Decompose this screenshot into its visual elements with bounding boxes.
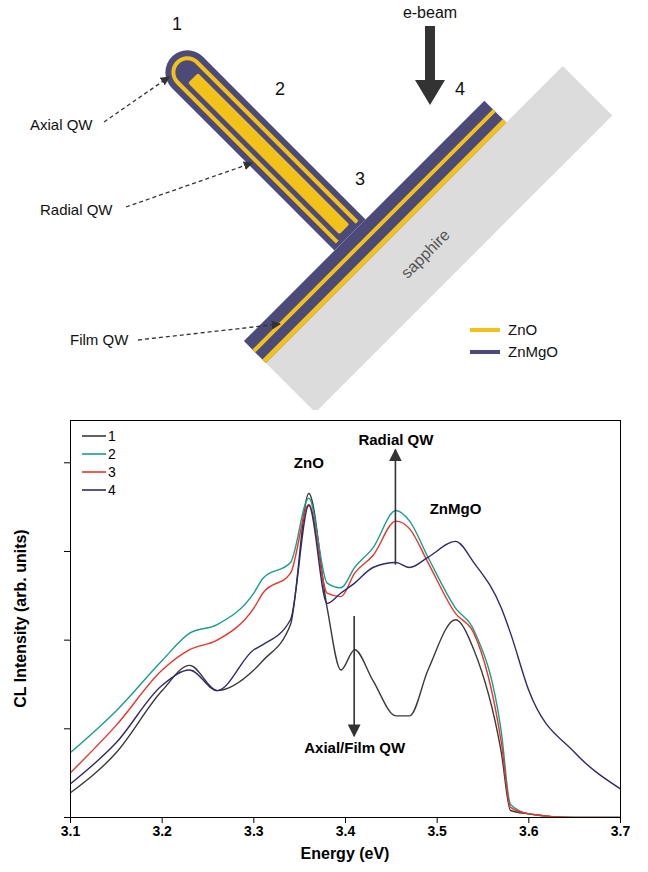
svg-text:Radial QW: Radial QW: [358, 431, 434, 448]
svg-text:2: 2: [275, 79, 285, 99]
svg-text:1: 1: [172, 14, 182, 34]
svg-text:3.2: 3.2: [152, 823, 172, 839]
svg-text:4: 4: [108, 482, 116, 498]
svg-text:3: 3: [108, 464, 116, 480]
svg-text:3.3: 3.3: [244, 823, 264, 839]
svg-text:2: 2: [108, 446, 116, 462]
svg-text:ZnMgO: ZnMgO: [430, 500, 482, 517]
svg-text:Axial QW: Axial QW: [30, 116, 93, 133]
svg-text:ZnMgO: ZnMgO: [508, 343, 558, 360]
svg-text:Radial QW: Radial QW: [40, 201, 113, 218]
svg-text:3.7: 3.7: [611, 823, 631, 839]
svg-text:Energy (eV): Energy (eV): [301, 845, 390, 862]
svg-text:3.6: 3.6: [519, 823, 539, 839]
svg-text:sapphire: sapphire: [398, 226, 453, 281]
svg-text:3: 3: [355, 169, 365, 189]
svg-text:CL Intensity (arb. units): CL Intensity (arb. units): [12, 529, 29, 707]
svg-text:ZnO: ZnO: [508, 321, 537, 338]
svg-text:Axial/Film QW: Axial/Film QW: [304, 739, 406, 756]
svg-text:4: 4: [455, 79, 465, 99]
svg-text:Film QW: Film QW: [70, 331, 129, 348]
svg-text:e-beam: e-beam: [403, 4, 457, 21]
svg-text:3.5: 3.5: [427, 823, 447, 839]
svg-text:3.4: 3.4: [336, 823, 356, 839]
svg-text:3.1: 3.1: [61, 823, 81, 839]
svg-text:ZnO: ZnO: [294, 454, 324, 471]
svg-text:1: 1: [108, 428, 116, 444]
